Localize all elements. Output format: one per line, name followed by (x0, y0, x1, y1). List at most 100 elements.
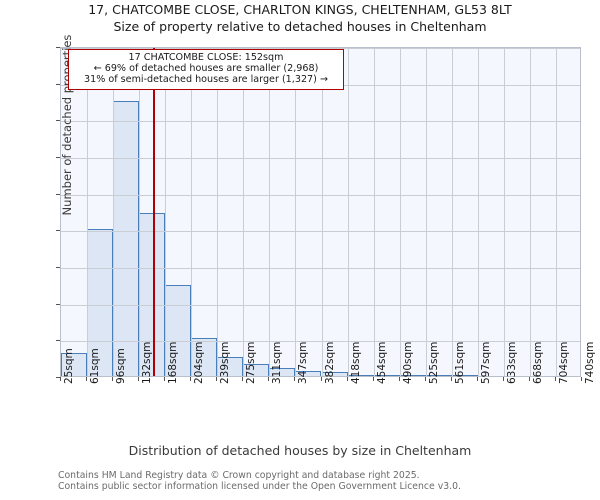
annotation-line-2: ← 69% of detached houses are smaller (2,… (93, 63, 319, 75)
gridline-vertical (243, 48, 245, 376)
x-axis-tick-mark (112, 377, 114, 381)
annotation-line-3: 31% of semi-detached houses are larger (… (84, 74, 328, 86)
chart-title-block: 17, CHATCOMBE CLOSE, CHARLTON KINGS, CHE… (0, 2, 600, 35)
x-axis-tick-mark (372, 377, 374, 381)
gridline-horizontal (61, 121, 580, 123)
y-axis-tick-mark (56, 230, 60, 232)
x-axis-tick-mark (268, 377, 270, 381)
gridline-vertical (165, 48, 167, 376)
x-axis-tick-label: 347sqm (297, 341, 310, 384)
x-axis-label: Distribution of detached houses by size … (128, 443, 472, 458)
x-axis-tick-label: 96sqm (115, 348, 128, 384)
bar (191, 337, 218, 376)
y-axis-tick-mark (56, 47, 60, 48)
x-axis-tick-label: 275sqm (245, 341, 258, 384)
y-axis-tick-mark (56, 340, 60, 342)
x-axis-tick-label: 704sqm (557, 341, 570, 384)
bar (139, 212, 166, 376)
gridline-horizontal (61, 158, 580, 159)
x-axis-tick-mark (528, 377, 530, 381)
x-axis-tick-mark (398, 377, 400, 381)
x-axis-tick-mark (502, 377, 504, 381)
x-axis-tick-label: 561sqm (453, 341, 466, 384)
x-axis-tick-mark (60, 377, 61, 381)
x-axis-tick-label: 239sqm (219, 341, 232, 384)
footer-line-1: Contains HM Land Registry data © Crown c… (58, 470, 420, 481)
x-axis-tick-mark (424, 377, 426, 381)
gridline-horizontal (61, 231, 580, 233)
x-axis-tick-mark (476, 377, 478, 381)
x-axis-tick-label: 597sqm (479, 341, 492, 384)
bar (61, 353, 88, 376)
gridline-vertical (321, 48, 323, 376)
x-axis-tick-label: 311sqm (271, 341, 284, 384)
gridline-vertical (477, 48, 479, 376)
gridline-vertical (217, 48, 219, 376)
gridline-vertical (555, 48, 557, 376)
y-axis-tick-mark (56, 193, 60, 195)
gridline-horizontal (61, 194, 580, 196)
x-axis-tick-label: 418sqm (349, 341, 362, 384)
x-axis-tick-label: 525sqm (427, 341, 440, 384)
x-axis-tick-label: 25sqm (63, 348, 75, 384)
y-axis-tick-mark (56, 303, 60, 305)
footer-line-2: Contains public sector information licen… (58, 481, 461, 492)
x-axis-tick-mark (242, 377, 244, 381)
bar-series (61, 48, 580, 376)
gridline-vertical (87, 48, 89, 376)
x-axis-tick-label: 740sqm (584, 341, 596, 384)
footer-attribution: Contains HM Land Registry data © Crown c… (58, 470, 598, 492)
chart-title-line-2: Size of property relative to detached ho… (113, 19, 487, 34)
gridline-horizontal (61, 48, 580, 49)
plot-area (60, 47, 581, 377)
gridline-vertical (139, 48, 141, 376)
x-axis-tick-label: 490sqm (401, 341, 414, 384)
y-axis-tick-mark (56, 267, 60, 268)
x-axis-tick-mark (138, 377, 140, 381)
gridline-vertical (269, 48, 271, 376)
y-axis-label: Number of detached properties (60, 34, 74, 216)
x-axis-tick-mark (346, 377, 348, 381)
gridline-horizontal (61, 268, 580, 269)
gridline-vertical (451, 48, 453, 376)
annotation-box: 17 CHATCOMBE CLOSE: 152sqm ← 69% of deta… (68, 49, 344, 90)
x-axis-tick-mark (164, 377, 166, 381)
y-axis-tick-mark (56, 157, 60, 158)
x-axis-tick-label: 168sqm (167, 341, 180, 384)
gridline-vertical (347, 48, 349, 376)
x-axis-tick-label: 668sqm (531, 341, 544, 384)
x-axis-tick-mark (216, 377, 218, 381)
x-axis-tick-label: 382sqm (323, 341, 336, 384)
gridline-vertical (503, 48, 505, 376)
y-axis-tick-mark (56, 120, 60, 122)
x-axis-tick-mark (320, 377, 322, 381)
x-axis-tick-mark (190, 377, 192, 381)
x-axis-tick-label: 454sqm (375, 341, 388, 384)
chart-title-line-1: 17, CHATCOMBE CLOSE, CHARLTON KINGS, CHE… (88, 2, 512, 17)
property-marker-line (152, 48, 155, 376)
gridline-vertical (399, 48, 401, 376)
x-axis-tick-mark (86, 377, 88, 381)
gridline-horizontal (61, 304, 580, 306)
x-axis-tick-label: 132sqm (141, 341, 154, 384)
gridline-vertical (425, 48, 427, 376)
bar (87, 229, 114, 376)
gridline-vertical (113, 48, 115, 376)
bar (113, 101, 140, 376)
annotation-line-1: 17 CHATCOMBE CLOSE: 152sqm (128, 52, 284, 63)
x-axis-tick-mark (294, 377, 296, 381)
bar (165, 285, 192, 376)
gridline-vertical (529, 48, 531, 376)
x-axis-tick-mark (554, 377, 556, 381)
gridline-vertical (295, 48, 297, 376)
x-axis-tick-mark (581, 377, 582, 381)
gridline-horizontal (61, 341, 580, 343)
x-axis-tick-label: 633sqm (505, 341, 518, 384)
gridline-vertical (191, 48, 193, 376)
x-axis-tick-label: 204sqm (193, 341, 206, 384)
gridline-vertical (373, 48, 375, 376)
y-axis-tick-mark (56, 83, 60, 85)
y-axis-tick-mark (56, 377, 60, 378)
x-axis-tick-label: 61sqm (89, 348, 102, 384)
